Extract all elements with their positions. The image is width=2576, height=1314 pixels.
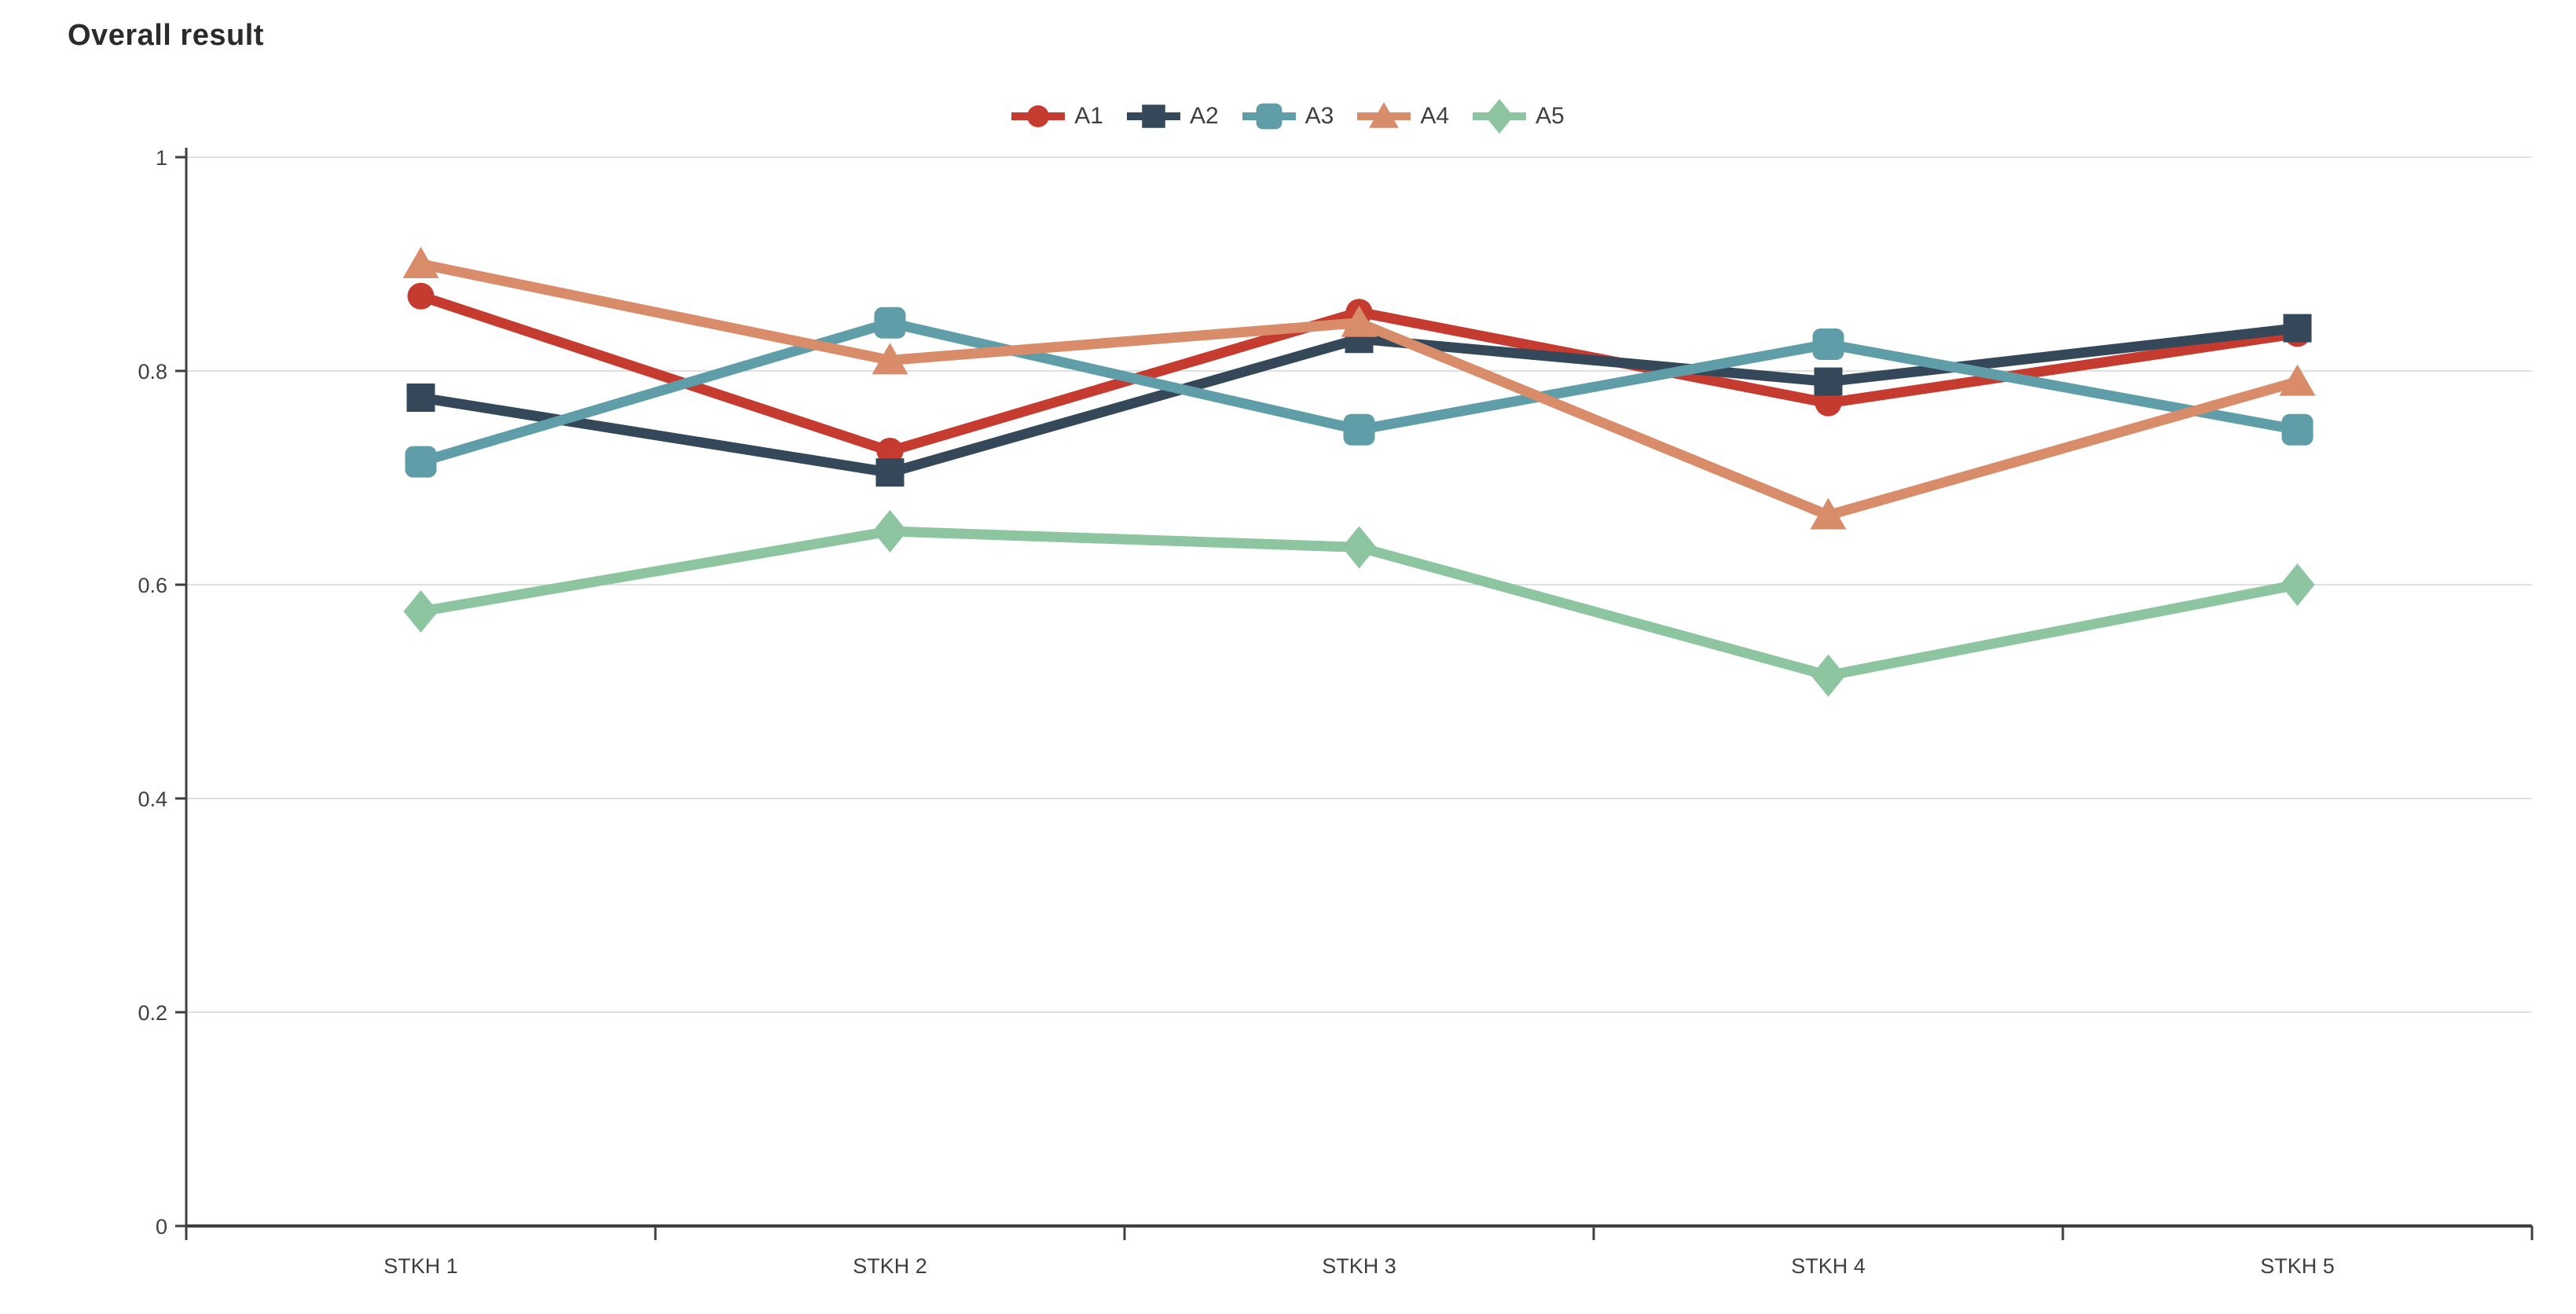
data-point-a1-stkh-1[interactable] [407, 282, 435, 310]
data-point-a5-stkh-5[interactable] [2280, 563, 2315, 606]
data-point-a5-stkh-1[interactable] [403, 590, 439, 633]
legend-item-a5[interactable]: A5 [1473, 97, 1565, 135]
data-point-a1-stkh-4[interactable] [1815, 389, 1842, 417]
legend-marker-a1 [1027, 105, 1050, 127]
data-point-a4-stkh-1[interactable] [402, 247, 439, 278]
data-point-a4-stkh-3[interactable] [1341, 305, 1378, 337]
x-tick-label: STKH 3 [1322, 1254, 1396, 1278]
legend-label: A1 [1074, 103, 1103, 129]
data-point-a5-stkh-2[interactable] [872, 510, 908, 552]
legend-square-icon [1126, 105, 1180, 128]
legend: A1 A2 A3 A4 A5 [0, 97, 2576, 135]
legend-diamond-icon [1473, 98, 1527, 134]
legend-marker-a5 [1485, 98, 1514, 134]
legend-marker-a3 [1256, 103, 1282, 130]
legend-triangle-icon [1357, 101, 1411, 128]
data-point-a5-stkh-4[interactable] [1811, 654, 1846, 697]
y-tick-label: 0.6 [138, 574, 167, 597]
data-point-a4-stkh-2[interactable] [872, 343, 908, 375]
data-point-a2-stkh-5[interactable] [2283, 314, 2312, 343]
x-tick-label: STKH 1 [383, 1254, 458, 1278]
legend-label: A4 [1420, 103, 1450, 129]
x-tick-label: STKH 5 [2260, 1254, 2335, 1278]
data-point-a3-stkh-2[interactable] [874, 306, 906, 339]
legend-circle-icon [1011, 105, 1066, 127]
legend-label: A2 [1189, 103, 1219, 129]
data-point-a1-stkh-2[interactable] [876, 438, 904, 464]
legend-marker-a2 [1142, 105, 1165, 128]
x-tick-label: STKH 4 [1791, 1254, 1866, 1278]
x-tick-label: STKH 2 [853, 1254, 927, 1278]
y-tick-label: 0 [156, 1215, 167, 1239]
data-point-a4-stkh-4[interactable] [1810, 497, 1847, 530]
legend-rounded-square-icon [1242, 103, 1296, 130]
y-tick-label: 0.4 [138, 787, 167, 811]
y-tick-label: 1 [156, 146, 167, 170]
data-point-a3-stkh-4[interactable] [1812, 328, 1844, 360]
data-point-a5-stkh-3[interactable] [1341, 526, 1377, 569]
data-point-a3-stkh-1[interactable] [405, 446, 437, 478]
data-point-a2-stkh-1[interactable] [406, 384, 435, 412]
data-point-a2-stkh-2[interactable] [875, 458, 905, 487]
legend-label: A3 [1305, 103, 1334, 129]
data-point-a3-stkh-3[interactable] [1343, 413, 1375, 446]
legend-marker-a4 [1369, 101, 1400, 128]
legend-item-a2[interactable]: A2 [1126, 97, 1219, 135]
legend-item-a3[interactable]: A3 [1242, 97, 1334, 135]
data-point-a3-stkh-5[interactable] [2281, 413, 2314, 446]
chart-title: Overall result [68, 19, 264, 52]
data-point-a2-stkh-4[interactable] [1814, 367, 1843, 396]
legend-item-a4[interactable]: A4 [1357, 97, 1449, 135]
y-tick-label: 0.8 [138, 360, 167, 384]
legend-label: A5 [1536, 103, 1565, 129]
legend-item-a1[interactable]: A1 [1011, 97, 1103, 135]
y-tick-label: 0.2 [138, 1001, 167, 1025]
data-point-a4-stkh-5[interactable] [2279, 364, 2316, 396]
